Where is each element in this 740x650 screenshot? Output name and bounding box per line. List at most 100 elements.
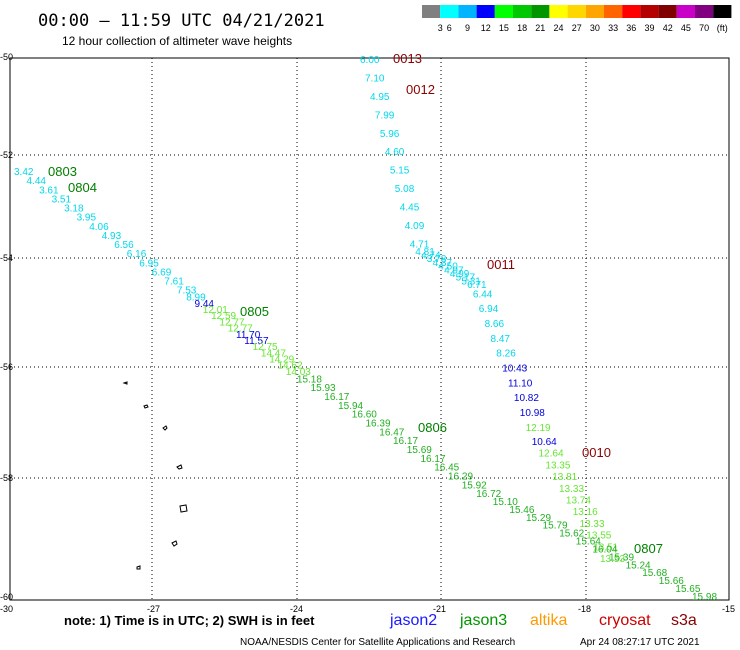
wave-height-value: 16.29 (448, 472, 473, 483)
wave-height-value: 5.96 (380, 129, 400, 140)
wave-height-value: 16.47 (379, 427, 404, 438)
wave-height-value: 14.03 (286, 367, 311, 378)
island-outlines (122, 381, 188, 570)
wave-height-value: 6.95 (139, 258, 159, 269)
lon-label: -18 (578, 604, 591, 614)
legend-label: 30 (590, 23, 600, 33)
wave-height-value: 3.95 (77, 213, 97, 224)
legend-label: 9 (465, 23, 470, 33)
wave-height-value: 4.60 (385, 147, 405, 158)
map-frame (9, 57, 730, 601)
wave-height-value: 4.50 (438, 262, 458, 273)
legend-swatch (549, 5, 568, 18)
wave-height-value: 12.19 (526, 423, 551, 434)
track-id-0807: 0807 (634, 541, 663, 556)
legend-swatch (676, 5, 695, 18)
wave-height-value: 4.06 (89, 222, 109, 233)
wave-height-value: 15.94 (338, 401, 363, 412)
wave-height-value: 14.62 (278, 361, 303, 372)
wave-height-value: 16.17 (393, 436, 418, 447)
wave-height-value: 3.78 (427, 254, 447, 265)
wave-height-value: 4.81 (415, 247, 435, 258)
legend-label: 45 (681, 23, 691, 33)
wave-height-value: 4.97 (444, 265, 464, 276)
wave-height-value: 10.98 (520, 408, 545, 419)
wave-height-value: 16.04 (592, 545, 617, 556)
lon-label: -24 (290, 604, 303, 614)
lon-label: -27 (147, 604, 160, 614)
island (179, 504, 188, 513)
footer-note: note: 1) Time is in UTC; 2) SWH is in fe… (64, 613, 315, 628)
lat-label: -52 (0, 150, 13, 160)
satellite-legend: jason2 jason3 altika cryosat s3a (389, 612, 697, 629)
sat-s3a: s3a (671, 612, 697, 629)
wave-height-value: 13.51 (593, 542, 618, 553)
wave-height-value: 10.64 (532, 437, 557, 448)
legend-swatch (585, 5, 604, 18)
lat-label: -60 (0, 592, 13, 602)
wave-height-value: 15.64 (576, 537, 601, 548)
wave-height-value: 13.55 (586, 531, 611, 542)
wave-height-value: 4.44 (27, 176, 47, 187)
wave-height-value: 3.51 (52, 194, 72, 205)
wave-height-value: 9.44 (195, 299, 215, 310)
wave-height-value: 15.18 (297, 374, 322, 385)
lat-label: -50 (0, 52, 13, 62)
legend-label: 42 (663, 23, 673, 33)
track-id-0010: 0010 (582, 445, 611, 460)
sat-cryosat: cryosat (599, 612, 651, 629)
wave-height-value: 11.10 (508, 378, 533, 389)
wave-height-value: 12.77 (228, 324, 253, 335)
legend-swatch (440, 5, 459, 18)
wave-height-value: 15.92 (462, 480, 487, 491)
legend-swatch (531, 5, 550, 18)
wave-height-value: 16.17 (324, 392, 349, 403)
legend-label: 24 (553, 23, 563, 33)
plot-border (9, 57, 730, 601)
lat-label: -56 (0, 362, 13, 372)
legend-swatch (513, 5, 532, 18)
wave-height-value: 12.75 (253, 342, 278, 353)
wave-height-value: 4.74 (421, 251, 441, 262)
wave-height-value: 5.08 (395, 184, 415, 195)
wave-height-value: 15.29 (526, 513, 551, 524)
wave-height-value: 8.26 (496, 349, 516, 360)
track-id-0012: 0012 (406, 82, 435, 97)
track-id-0805: 0805 (240, 304, 269, 319)
wave-height-value: 15.79 (543, 521, 568, 532)
wave-height-value: 15.69 (407, 445, 432, 456)
longitude-axis: -30 -27 -24 -21 -18 -15 (0, 604, 735, 614)
track-id-0013: 0013 (393, 51, 422, 66)
wave-height-value: 13.74 (566, 496, 591, 507)
legend-label: 21 (535, 23, 545, 33)
wave-height-value: 16.45 (434, 463, 459, 474)
wave-height-value: 4.09 (405, 221, 425, 232)
wave-height-track-a: 6.00 7.10 4.95 7.99 5.96 4.60 5.15 5.08 4.45 4.09… (360, 55, 625, 565)
island (143, 404, 149, 409)
wave-height-value: 5.31 (461, 276, 481, 287)
wave-height-value: 16.39 (366, 419, 391, 430)
wave-height-value: 14.47 (261, 348, 286, 359)
wave-height-value: 16.17 (421, 454, 446, 465)
footer-timestamp: Apr 24 08:27:17 UTC 2021 (580, 637, 700, 648)
wave-height-value: 13.53 (600, 554, 625, 565)
legend-label: 27 (572, 23, 582, 33)
wave-height-value: 8.66 (485, 319, 505, 330)
wave-height-value: 6.00 (360, 55, 380, 66)
wave-height-value: 16.60 (352, 410, 377, 421)
wave-height-value: 6.71 (467, 280, 487, 291)
wave-height-value: 15.24 (626, 560, 651, 571)
wave-height-value: 6.69 (152, 268, 172, 279)
legend-swatch (695, 5, 714, 18)
track-id-labels: 0013 0012 0011 0010 0803 0804 0805 0806 … (48, 51, 663, 556)
wave-height-value: 7.53 (177, 286, 197, 297)
legend-swatch (458, 5, 477, 18)
legend-swatch (422, 5, 441, 18)
island (176, 464, 183, 470)
wave-height-track-b: 3.424.443.613.513.183.954.064.936.566.16… (14, 167, 717, 603)
legend-swatch (622, 5, 641, 18)
legend-label: 6 (447, 23, 452, 33)
wave-height-value: 12.77 (219, 317, 244, 328)
legend-swatch (604, 5, 623, 18)
